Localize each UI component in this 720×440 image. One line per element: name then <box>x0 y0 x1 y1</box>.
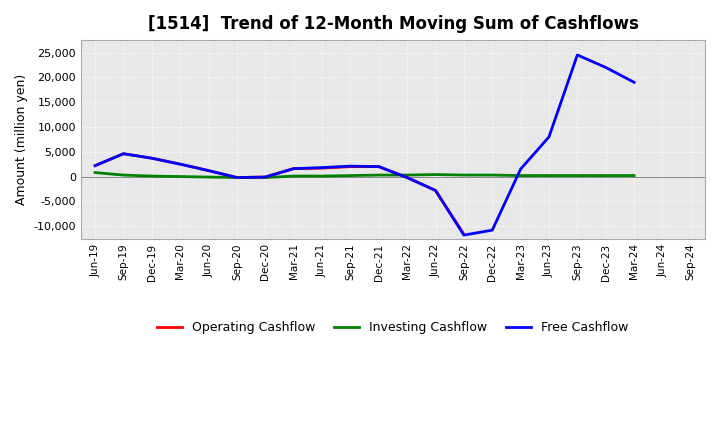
Free Cashflow <box>119 151 127 156</box>
Free Cashflow <box>318 165 326 170</box>
Operating Cashflow <box>402 175 411 180</box>
Operating Cashflow <box>261 174 269 180</box>
Operating Cashflow <box>204 168 213 173</box>
Investing Cashflow <box>516 173 525 178</box>
Free Cashflow <box>176 161 184 167</box>
Investing Cashflow <box>119 172 127 178</box>
Investing Cashflow <box>318 173 326 179</box>
Free Cashflow <box>204 168 213 173</box>
Investing Cashflow <box>573 173 582 178</box>
Free Cashflow <box>516 166 525 172</box>
Operating Cashflow <box>374 164 383 169</box>
Investing Cashflow <box>148 173 156 179</box>
Free Cashflow <box>374 164 383 169</box>
Operating Cashflow <box>176 161 184 167</box>
Free Cashflow <box>289 166 298 171</box>
Free Cashflow <box>573 52 582 58</box>
Investing Cashflow <box>601 173 610 178</box>
Investing Cashflow <box>204 174 213 180</box>
Free Cashflow <box>544 134 553 139</box>
Investing Cashflow <box>402 172 411 178</box>
Investing Cashflow <box>176 174 184 179</box>
Investing Cashflow <box>289 173 298 179</box>
Operating Cashflow <box>318 165 326 171</box>
Free Cashflow <box>346 164 355 169</box>
Free Cashflow <box>459 232 468 238</box>
Free Cashflow <box>233 175 241 180</box>
Investing Cashflow <box>431 172 440 177</box>
Investing Cashflow <box>261 175 269 180</box>
Operating Cashflow <box>91 163 99 168</box>
Operating Cashflow <box>346 164 355 169</box>
Investing Cashflow <box>630 173 639 178</box>
Line: Free Cashflow: Free Cashflow <box>95 55 634 235</box>
Operating Cashflow <box>233 175 241 180</box>
Free Cashflow <box>601 65 610 70</box>
Investing Cashflow <box>91 170 99 175</box>
Free Cashflow <box>431 188 440 193</box>
Investing Cashflow <box>374 172 383 178</box>
Operating Cashflow <box>289 166 298 171</box>
Legend: Operating Cashflow, Investing Cashflow, Free Cashflow: Operating Cashflow, Investing Cashflow, … <box>152 316 634 339</box>
Free Cashflow <box>91 163 99 168</box>
Investing Cashflow <box>488 172 497 178</box>
Free Cashflow <box>148 156 156 161</box>
Free Cashflow <box>402 175 411 180</box>
Line: Investing Cashflow: Investing Cashflow <box>95 172 634 178</box>
Title: [1514]  Trend of 12-Month Moving Sum of Cashflows: [1514] Trend of 12-Month Moving Sum of C… <box>148 15 639 33</box>
Investing Cashflow <box>233 175 241 180</box>
Line: Operating Cashflow: Operating Cashflow <box>95 154 464 234</box>
Investing Cashflow <box>459 172 468 178</box>
Operating Cashflow <box>431 188 440 193</box>
Operating Cashflow <box>119 151 127 156</box>
Free Cashflow <box>630 80 639 85</box>
Operating Cashflow <box>459 231 468 237</box>
Operating Cashflow <box>148 156 156 161</box>
Y-axis label: Amount (million yen): Amount (million yen) <box>15 74 28 205</box>
Free Cashflow <box>488 227 497 233</box>
Investing Cashflow <box>346 173 355 178</box>
Investing Cashflow <box>544 173 553 178</box>
Free Cashflow <box>261 174 269 180</box>
